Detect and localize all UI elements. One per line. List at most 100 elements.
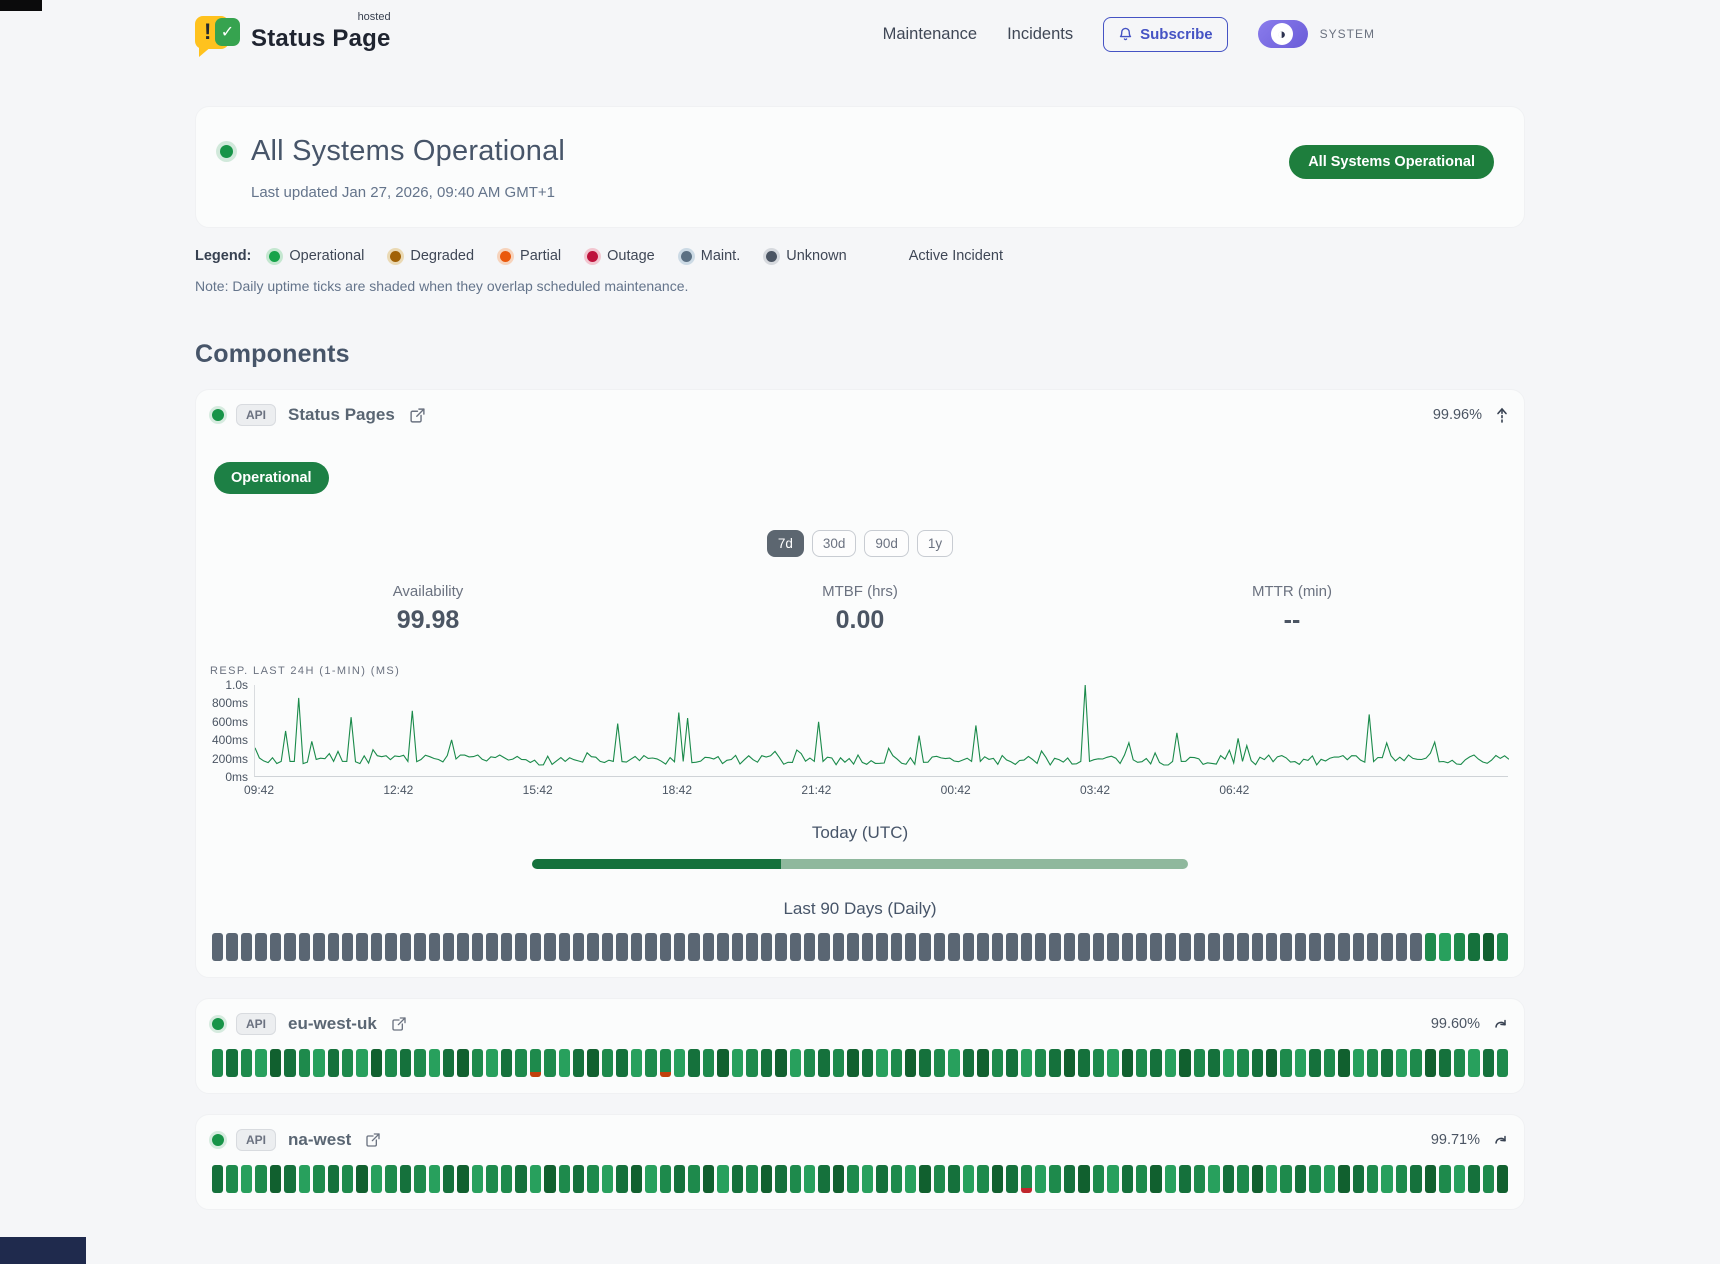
- day-tick[interactable]: [1020, 1165, 1032, 1193]
- day-tick[interactable]: [298, 1165, 311, 1193]
- day-tick[interactable]: [674, 1165, 686, 1193]
- day-tick[interactable]: [1338, 1049, 1350, 1077]
- day-tick[interactable]: [486, 1165, 498, 1193]
- day-tick[interactable]: [399, 933, 412, 961]
- day-tick[interactable]: [876, 1165, 888, 1193]
- collapse-toggle-icon[interactable]: [1496, 407, 1508, 424]
- day-tick[interactable]: [890, 1165, 902, 1193]
- day-tick[interactable]: [1309, 1165, 1321, 1193]
- day-tick[interactable]: [515, 1049, 527, 1077]
- day-tick[interactable]: [1294, 1049, 1307, 1077]
- day-tick[interactable]: [1136, 1165, 1148, 1193]
- day-tick[interactable]: [1049, 1165, 1061, 1193]
- day-tick[interactable]: [1063, 1165, 1076, 1193]
- day-tick[interactable]: [313, 1165, 325, 1193]
- day-tick[interactable]: [1453, 933, 1466, 961]
- day-tick[interactable]: [1049, 1049, 1061, 1077]
- day-tick[interactable]: [1251, 1049, 1263, 1077]
- day-tick[interactable]: [269, 1165, 282, 1193]
- day-tick[interactable]: [601, 1049, 614, 1077]
- day-tick[interactable]: [341, 1049, 354, 1077]
- day-tick[interactable]: [1482, 933, 1494, 961]
- day-tick[interactable]: [471, 1049, 484, 1077]
- day-tick[interactable]: [544, 1049, 556, 1077]
- day-tick[interactable]: [688, 933, 700, 961]
- day-tick[interactable]: [1482, 1049, 1494, 1077]
- day-tick[interactable]: [212, 933, 224, 961]
- day-tick[interactable]: [616, 1049, 628, 1077]
- component-header[interactable]: API na-west 99.71%: [212, 1129, 1508, 1151]
- day-tick[interactable]: [226, 1165, 238, 1193]
- day-tick[interactable]: [1410, 933, 1422, 961]
- day-tick[interactable]: [1352, 1165, 1364, 1193]
- day-tick[interactable]: [298, 933, 311, 961]
- day-tick[interactable]: [702, 1165, 715, 1193]
- day-tick[interactable]: [616, 933, 628, 961]
- day-tick[interactable]: [688, 1165, 700, 1193]
- day-tick[interactable]: [428, 933, 440, 961]
- day-tick[interactable]: [255, 933, 267, 961]
- day-tick[interactable]: [789, 1165, 801, 1193]
- day-tick[interactable]: [572, 1049, 585, 1077]
- day-tick[interactable]: [1034, 1165, 1047, 1193]
- day-tick[interactable]: [746, 1165, 758, 1193]
- day-tick[interactable]: [486, 933, 498, 961]
- day-tick[interactable]: [1352, 933, 1364, 961]
- day-tick[interactable]: [1323, 1049, 1336, 1077]
- day-tick[interactable]: [1367, 933, 1379, 961]
- day-tick[interactable]: [313, 1049, 325, 1077]
- day-tick[interactable]: [1208, 1049, 1220, 1077]
- day-tick[interactable]: [933, 1165, 946, 1193]
- day-tick[interactable]: [529, 1049, 542, 1077]
- day-tick[interactable]: [803, 1049, 816, 1077]
- day-tick[interactable]: [558, 933, 570, 961]
- day-tick[interactable]: [1164, 1165, 1177, 1193]
- day-tick[interactable]: [775, 1165, 787, 1193]
- day-tick[interactable]: [327, 1165, 339, 1193]
- day-tick[interactable]: [1193, 933, 1206, 961]
- day-tick[interactable]: [457, 933, 469, 961]
- day-tick[interactable]: [1395, 1165, 1408, 1193]
- day-tick[interactable]: [572, 1165, 585, 1193]
- day-tick[interactable]: [1439, 1165, 1451, 1193]
- subscribe-button[interactable]: Subscribe: [1103, 16, 1228, 52]
- component-header[interactable]: API eu-west-uk 99.60%: [212, 1013, 1508, 1035]
- day-tick[interactable]: [1251, 933, 1263, 961]
- day-tick[interactable]: [284, 1049, 296, 1077]
- day-tick[interactable]: [933, 933, 946, 961]
- day-tick[interactable]: [240, 933, 253, 961]
- day-tick[interactable]: [1063, 933, 1076, 961]
- day-tick[interactable]: [385, 1049, 397, 1077]
- range-button-90d[interactable]: 90d: [864, 530, 909, 557]
- day-tick[interactable]: [1150, 1165, 1162, 1193]
- day-tick[interactable]: [861, 1165, 874, 1193]
- day-tick[interactable]: [385, 933, 397, 961]
- day-tick[interactable]: [255, 1049, 267, 1077]
- day-tick[interactable]: [948, 1049, 960, 1077]
- day-tick[interactable]: [515, 933, 527, 961]
- day-tick[interactable]: [1107, 1049, 1119, 1077]
- day-tick[interactable]: [731, 933, 744, 961]
- day-tick[interactable]: [1034, 933, 1047, 961]
- day-tick[interactable]: [977, 1165, 989, 1193]
- external-link-icon[interactable]: [365, 1132, 381, 1148]
- day-tick[interactable]: [962, 933, 975, 961]
- day-tick[interactable]: [1222, 933, 1235, 961]
- day-tick[interactable]: [414, 933, 426, 961]
- day-tick[interactable]: [356, 1165, 368, 1193]
- day-tick[interactable]: [284, 933, 296, 961]
- day-tick[interactable]: [414, 1049, 426, 1077]
- day-tick[interactable]: [1439, 1049, 1451, 1077]
- day-tick[interactable]: [529, 933, 542, 961]
- day-tick[interactable]: [1338, 1165, 1350, 1193]
- day-tick[interactable]: [717, 933, 729, 961]
- day-tick[interactable]: [240, 1049, 253, 1077]
- day-tick[interactable]: [1193, 1165, 1206, 1193]
- day-tick[interactable]: [443, 933, 455, 961]
- day-tick[interactable]: [356, 933, 368, 961]
- day-tick[interactable]: [630, 1049, 643, 1077]
- day-tick[interactable]: [471, 1165, 484, 1193]
- day-tick[interactable]: [1237, 933, 1249, 961]
- day-tick[interactable]: [1309, 1049, 1321, 1077]
- day-tick[interactable]: [1381, 933, 1393, 961]
